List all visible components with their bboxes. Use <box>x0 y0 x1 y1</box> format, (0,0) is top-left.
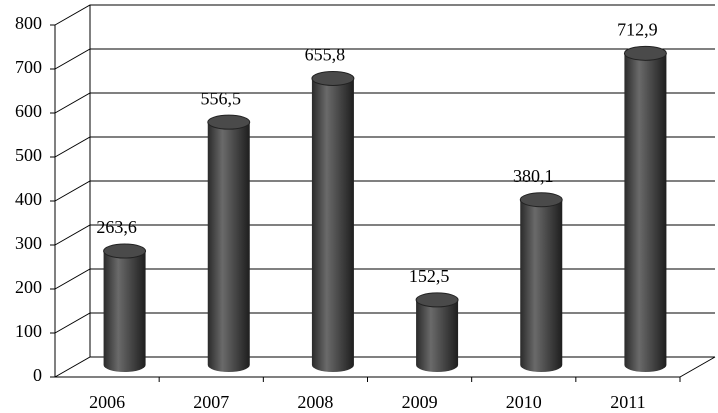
x-tick-label: 2007 <box>193 392 229 412</box>
bar-top <box>623 45 667 61</box>
y-tick-label: 200 <box>15 277 42 297</box>
value-label: 556,5 <box>201 88 242 108</box>
grid-line <box>54 312 715 334</box>
grid-line <box>54 136 715 158</box>
x-tick-label: 2010 <box>506 392 542 412</box>
bar <box>520 199 563 373</box>
grid-line <box>54 92 715 114</box>
x-tick-label: 2006 <box>89 392 125 412</box>
value-label: 152,5 <box>409 266 450 286</box>
value-label: 380,1 <box>513 166 554 186</box>
bar <box>311 78 354 373</box>
value-label: 263,6 <box>96 217 137 237</box>
bar-top <box>519 192 563 208</box>
grid-line <box>54 48 715 70</box>
x-tick-label: 2008 <box>297 392 333 412</box>
x-tick-label: 2009 <box>402 392 438 412</box>
bar <box>207 122 250 373</box>
bar <box>103 251 146 372</box>
bar-top <box>103 243 147 259</box>
bar-top <box>207 114 251 130</box>
value-label: 712,9 <box>617 19 658 39</box>
bar-top <box>415 292 459 308</box>
y-tick-label: 700 <box>15 57 42 77</box>
y-tick-label: 800 <box>15 13 42 33</box>
y-tick-label: 0 <box>33 365 42 385</box>
grid-line <box>54 224 715 246</box>
x-tick-label: 2011 <box>610 392 645 412</box>
y-tick-label: 300 <box>15 233 42 253</box>
grid-line <box>54 180 715 202</box>
y-tick-label: 500 <box>15 145 42 165</box>
grid-line <box>54 356 715 378</box>
value-label: 655,8 <box>305 45 346 65</box>
y-tick-label: 100 <box>15 321 42 341</box>
grid-line <box>54 4 715 26</box>
bar <box>624 53 667 373</box>
axes-frame <box>54 5 716 378</box>
floor-right <box>679 356 716 378</box>
bar-top <box>311 70 355 86</box>
grid-line <box>54 268 715 290</box>
bar <box>416 299 459 373</box>
y-tick-label: 400 <box>15 189 42 209</box>
y-tick-label: 600 <box>15 101 42 121</box>
